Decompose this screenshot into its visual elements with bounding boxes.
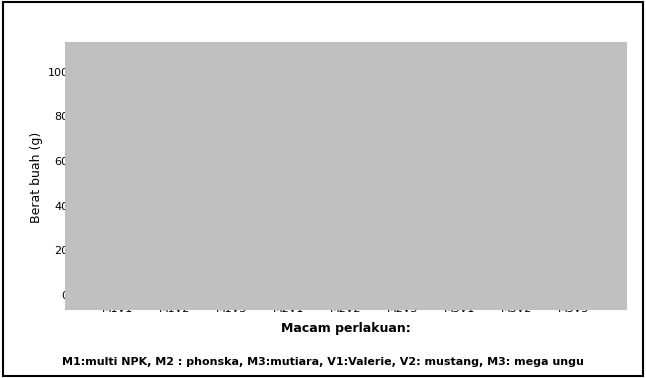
Text: 66,91: 66,91: [103, 133, 132, 143]
Bar: [102, 146, 133, 295]
Bar: [387, 168, 419, 295]
Text: 61,09: 61,09: [216, 146, 247, 156]
Bar: [273, 113, 304, 295]
Bar: [216, 158, 247, 295]
Text: 38,03: 38,03: [559, 198, 589, 208]
Bar: [330, 157, 361, 295]
Text: 61,7: 61,7: [334, 145, 357, 155]
X-axis label: Macam perlakuan:: Macam perlakuan:: [281, 322, 410, 335]
Text: 58: 58: [453, 153, 466, 163]
Bar: [159, 154, 191, 295]
Bar: [558, 210, 589, 295]
Text: 63,02: 63,02: [160, 142, 189, 152]
Text: M1:multi NPK, M2 : phonska, M3:mutiara, V1:Valerie, V2: mustang, M3: mega ungu: M1:multi NPK, M2 : phonska, M3:mutiara, …: [62, 357, 584, 367]
Text: 81,24: 81,24: [274, 101, 304, 111]
Text: 56,87: 56,87: [388, 156, 417, 166]
Y-axis label: Berat buah (g): Berat buah (g): [30, 132, 43, 223]
Bar: [444, 166, 475, 295]
Text: 62,16: 62,16: [502, 144, 532, 154]
Bar: [501, 156, 532, 295]
